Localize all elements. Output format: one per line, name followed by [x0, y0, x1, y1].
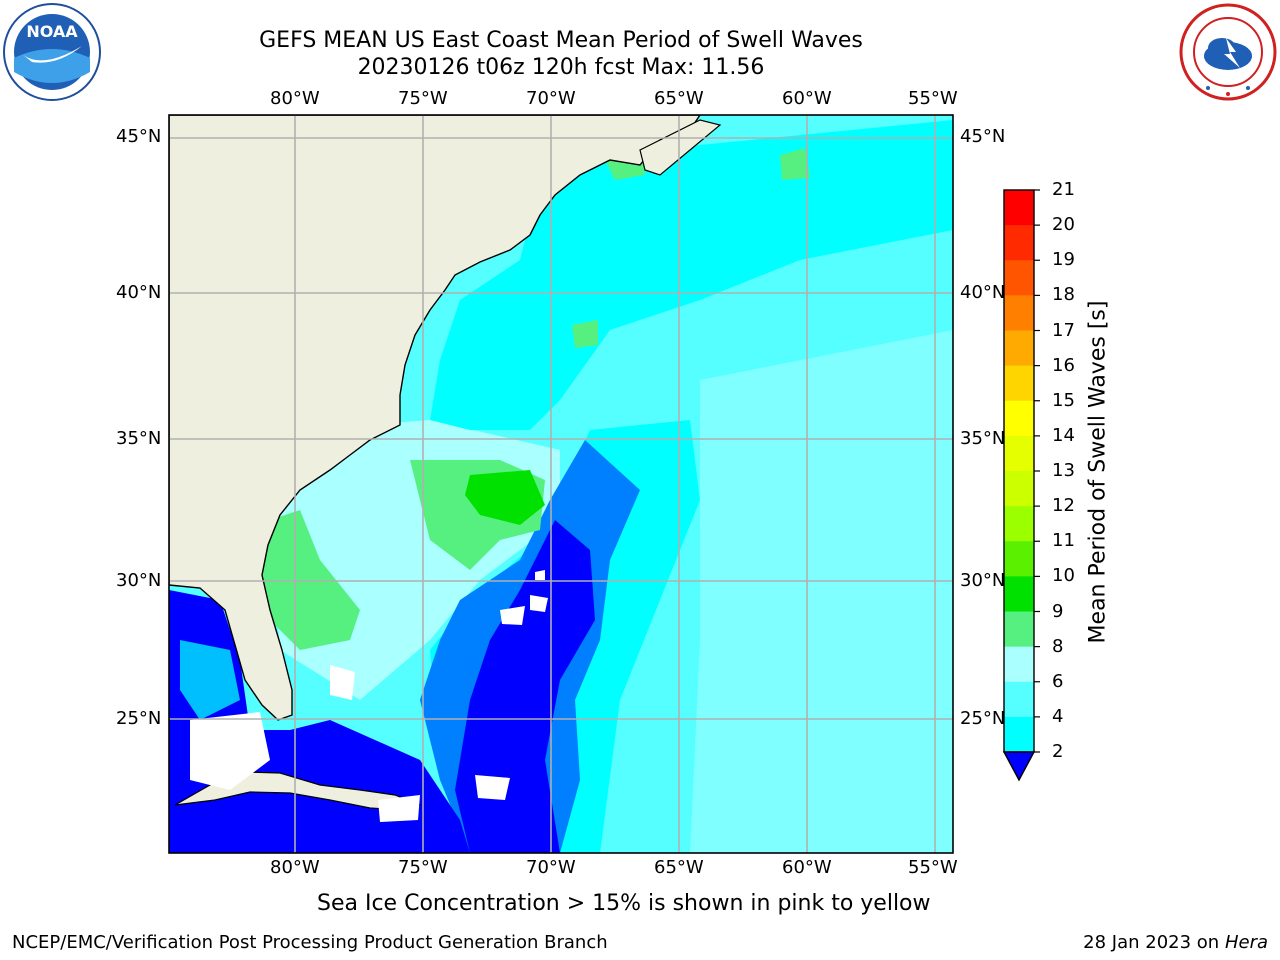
- bahamas-shallows-2: [330, 665, 355, 700]
- swell-zone-caribbean-light: [180, 640, 240, 720]
- colorbar-extend-arrow: [1002, 751, 1036, 782]
- sea-ice-caption: Sea Ice Concentration > 15% is shown in …: [317, 891, 931, 916]
- bahamas-shallows-6: [530, 595, 548, 612]
- colorbar-tick-label: 16: [1052, 354, 1075, 376]
- colorbar-tick-label: 11: [1052, 530, 1075, 552]
- footer-left: NCEP/EMC/Verification Post Processing Pr…: [12, 932, 608, 953]
- colorbar-tick-label: 12: [1052, 495, 1075, 517]
- colorbar-swatch: [1004, 190, 1034, 226]
- colorbar-tick-label: 17: [1052, 319, 1075, 341]
- lon-tick-bottom-80: 80°W: [270, 857, 320, 878]
- colorbar-swatch: [1004, 435, 1034, 472]
- colorbar-swatch: [1004, 365, 1034, 402]
- lon-tick-top-80: 80°W: [270, 88, 320, 109]
- colorbar-label: Mean Period of Swell Waves [s]: [1085, 300, 1111, 644]
- footer-right: 28 Jan 2023 on Hera: [1083, 932, 1268, 953]
- lon-tick-bottom-55: 55°W: [908, 857, 958, 878]
- lon-tick-bottom-60: 60°W: [782, 857, 832, 878]
- swell-zone-11-12-carolina: [465, 470, 545, 525]
- lon-tick-bottom-70: 70°W: [526, 857, 576, 878]
- lat-tick-left-35: 35°N: [116, 428, 162, 449]
- colorbar-tick-label: 6: [1052, 670, 1064, 692]
- lon-tick-top-65: 65°W: [654, 88, 704, 109]
- colorbar-tick-label: 14: [1052, 424, 1075, 446]
- lon-tick-top-75: 75°W: [398, 88, 448, 109]
- swell-zone-9-10-east: [780, 148, 810, 180]
- bahamas-shallows-7: [535, 570, 545, 580]
- colorbar-swatch: [1004, 646, 1034, 683]
- bahamas-shallows-4: [475, 775, 510, 800]
- lat-tick-right-30: 30°N: [960, 570, 1006, 591]
- colorbar-tick-label: 2: [1052, 741, 1064, 762]
- colorbar-swatch: [1004, 541, 1034, 577]
- colorbar-tick-label: 19: [1052, 249, 1075, 271]
- lat-tick-right-35: 35°N: [960, 428, 1006, 449]
- colorbar-swatch: [1004, 611, 1034, 648]
- colorbar-tick-label: 20: [1052, 214, 1075, 236]
- colorbar-tick-label: 18: [1052, 284, 1075, 306]
- lat-tick-right-40: 40°N: [960, 282, 1006, 303]
- bahamas-shallows-5: [500, 606, 525, 625]
- colorbar-tick-label: 8: [1052, 635, 1064, 657]
- colorbar-tick-label: 13: [1052, 460, 1075, 481]
- footer-date: 28 Jan 2023 on: [1083, 932, 1225, 953]
- colorbar-swatch: [1004, 295, 1034, 331]
- bahamas-shallows-3: [378, 795, 420, 822]
- map-frame: [168, 114, 954, 854]
- colorbar-swatch: [1004, 260, 1034, 296]
- noaa-logo: NOAA: [2, 2, 102, 102]
- colorbar-swatch: [1004, 471, 1034, 507]
- colorbar-tick-label: 15: [1052, 389, 1075, 411]
- colorbar-swatch: [1004, 681, 1034, 718]
- title-line-2: 20230126 t06z 120h fcst Max: 11.56: [357, 55, 765, 80]
- lat-tick-left-40: 40°N: [116, 282, 162, 303]
- colorbar-swatch: [1004, 506, 1034, 542]
- swell-zone-4-6: [430, 120, 953, 430]
- land-north-america: [169, 115, 701, 721]
- lat-tick-right-45: 45°N: [960, 126, 1006, 147]
- map-grid: [169, 115, 953, 853]
- colorbar-tick-label: 10: [1052, 565, 1075, 587]
- lat-tick-left-30: 30°N: [116, 570, 162, 591]
- swell-zone-below-2: [455, 520, 595, 853]
- colorbar-swatch: [1004, 330, 1034, 367]
- land-nova-scotia: [639, 119, 722, 176]
- lon-tick-bottom-65: 65°W: [654, 857, 704, 878]
- colorbar-tick-label: 9: [1052, 600, 1064, 622]
- lon-tick-top-60: 60°W: [782, 88, 832, 109]
- lat-tick-right-25: 25°N: [960, 708, 1006, 729]
- swell-zone-light-east: [690, 330, 953, 853]
- colorbar-swatch: [1004, 225, 1034, 261]
- lon-tick-bottom-75: 75°W: [398, 857, 448, 878]
- colorbar-tick-label: 4: [1052, 705, 1064, 727]
- bahamas-shallows-1: [190, 712, 270, 790]
- lat-tick-left-45: 45°N: [116, 126, 162, 147]
- colorbar-swatch: [1004, 716, 1034, 753]
- swell-zone-9-10-florida: [262, 510, 360, 650]
- swell-zone-9-10-shelf: [572, 320, 598, 348]
- colorbar-swatch: [1004, 400, 1034, 437]
- colorbar-tick-label: 21: [1052, 179, 1075, 200]
- title-line-1: GEFS MEAN US East Coast Mean Period of S…: [259, 28, 863, 53]
- footer-host: Hera: [1224, 932, 1268, 953]
- lon-tick-top-55: 55°W: [908, 88, 958, 109]
- nws-logo: [1178, 2, 1278, 102]
- colorbar-swatch: [1004, 576, 1034, 612]
- lon-tick-top-70: 70°W: [526, 88, 576, 109]
- colorbar: [1002, 189, 1040, 782]
- lat-tick-left-25: 25°N: [116, 708, 162, 729]
- noaa-logo-text: NOAA: [26, 22, 78, 41]
